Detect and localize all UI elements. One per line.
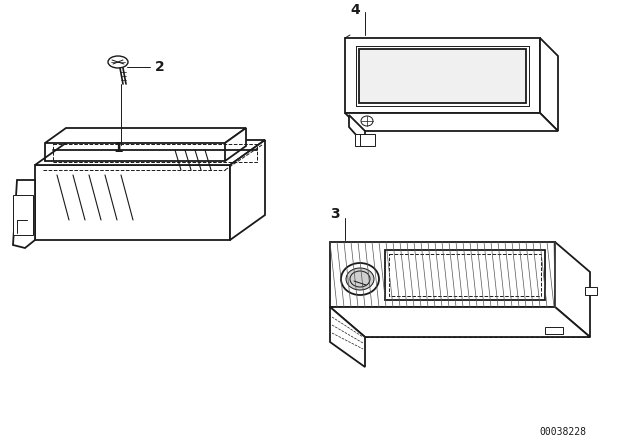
Text: 00038228: 00038228 — [540, 427, 587, 437]
Polygon shape — [585, 287, 597, 295]
Ellipse shape — [341, 263, 379, 295]
Polygon shape — [385, 250, 545, 300]
Text: 1: 1 — [113, 141, 123, 155]
Polygon shape — [359, 49, 526, 103]
Polygon shape — [330, 307, 590, 337]
Polygon shape — [13, 180, 35, 248]
Text: 2: 2 — [155, 60, 164, 74]
Polygon shape — [35, 165, 230, 240]
Polygon shape — [540, 38, 558, 131]
Polygon shape — [13, 195, 33, 235]
Polygon shape — [345, 113, 558, 131]
Polygon shape — [349, 115, 365, 145]
Polygon shape — [230, 140, 265, 240]
Polygon shape — [45, 128, 246, 143]
Polygon shape — [345, 38, 540, 113]
Polygon shape — [545, 327, 563, 334]
Polygon shape — [225, 128, 246, 161]
Polygon shape — [35, 140, 265, 165]
Ellipse shape — [346, 268, 374, 290]
Text: 4: 4 — [350, 3, 360, 17]
Polygon shape — [330, 307, 365, 367]
Polygon shape — [555, 242, 590, 337]
Polygon shape — [330, 242, 555, 307]
Text: 3: 3 — [330, 207, 340, 221]
Polygon shape — [355, 134, 375, 146]
